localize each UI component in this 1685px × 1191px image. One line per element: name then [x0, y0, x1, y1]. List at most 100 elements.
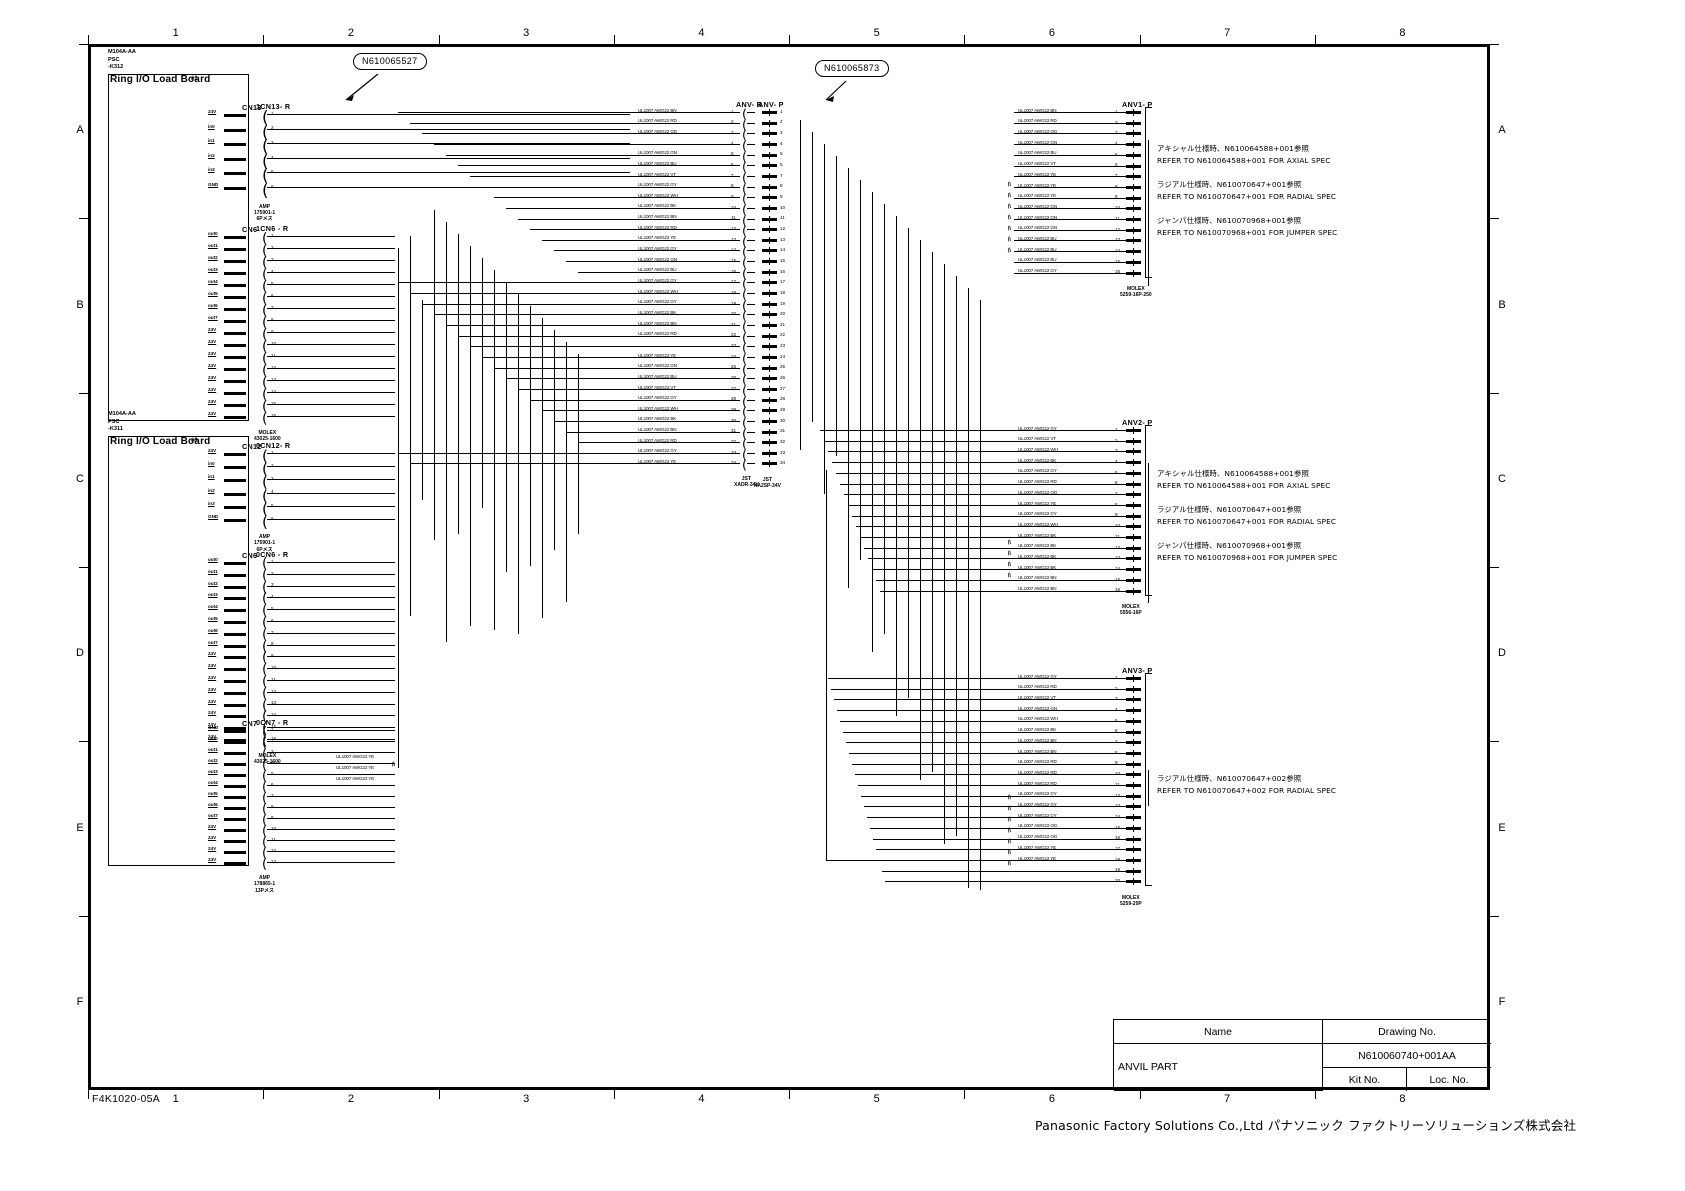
cn12-pad-label: GND [208, 514, 219, 519]
wire-segment [275, 730, 395, 731]
wire-segment [831, 688, 1126, 690]
h-0cn6-pin-number: 2 [271, 571, 274, 576]
wire-segment [434, 314, 740, 316]
h-0cn6-pin-number: 10 [271, 665, 276, 670]
cn6-b0-pad-label: out5 [208, 616, 218, 621]
wire-segment [747, 122, 755, 124]
board1-title: Ring I/O Load Board [110, 74, 211, 85]
wire-segment [1133, 226, 1134, 234]
wire-segment [968, 288, 969, 888]
h-0cn7-socket: ( [262, 769, 268, 784]
cn12-pad-label: in1 [208, 474, 215, 480]
anv1-p-wire-label: UL1007 AWG22 YE [1018, 193, 1057, 199]
anv-r-wire-label: UL1007 AWG22 GY [638, 299, 677, 305]
zone-letter-E-left: E [76, 821, 84, 834]
wire-segment [267, 466, 275, 468]
anv-r-wire-label: UL1007 AWG22 VT [638, 171, 676, 177]
h-0cn6-pin-number: 8 [271, 641, 274, 646]
wire-segment [824, 144, 825, 494]
wire-segment [747, 250, 755, 252]
wire-segment [1014, 112, 1126, 113]
anv-r-wire-label: UL1007 AWG22 GY [638, 182, 677, 188]
anv3-note-divider [1148, 770, 1149, 806]
wire-segment [747, 463, 755, 465]
anv-r-pin-number: 22 [731, 332, 736, 337]
wire-segment [554, 330, 555, 550]
anv-p-pin-number: 2 [780, 119, 783, 125]
h-0cn7-socket: ( [262, 813, 268, 828]
cn6-b0-pad [224, 739, 246, 742]
h-1cn6-pin-number: 5 [271, 281, 274, 286]
zone-tick [79, 218, 88, 220]
wire-segment [267, 453, 275, 454]
anv-r-wire-label: UL1007 AWG22 BU [638, 267, 677, 273]
wire-segment [1014, 133, 1126, 135]
wire-segment [1133, 173, 1134, 181]
cn6-b0-pad [224, 656, 246, 660]
zone-number-3-top: 3 [523, 27, 530, 39]
wire-segment [275, 368, 395, 369]
anv3-p-wire-label: UL1007 AWG22 GY [1018, 791, 1057, 797]
anv1-p-type: MOLEX 5259-16P-250 [1120, 286, 1152, 299]
anv1-p-wire-label: UL1007 AWG22 VT [1018, 161, 1056, 167]
board0-outline [108, 436, 249, 866]
wire-segment [896, 216, 897, 716]
h-0cn6-pin-number: 15 [271, 724, 276, 729]
anv-r-wire-label: UL1007 AWG22 WH [638, 288, 678, 294]
wire-segment [275, 656, 395, 658]
anv-p-pin-number: 13 [780, 236, 786, 242]
anv3-p-pin-number: 20 [1115, 878, 1120, 883]
cn6-b0-pad [224, 573, 246, 577]
cn6-b0-pad-label: out7 [208, 639, 218, 645]
anv2-p-pin-number: 7 [1115, 491, 1118, 496]
anv-r-wire-label: UL1007 AWG22 RD [638, 331, 677, 337]
wire-segment [769, 226, 770, 234]
h-1cn13-pin-number: 2 [271, 125, 274, 130]
anv3-notes: ラジアル仕様時、N610070647+002参照 REFER TO N61007… [1157, 774, 1337, 795]
wire-segment [275, 172, 630, 174]
anv2-p-pin-number: 10 [1115, 523, 1120, 528]
anv-r-pin-number: 20 [731, 311, 736, 316]
cn6-b0-pad [224, 609, 246, 613]
wire-segment [769, 258, 770, 266]
wire-segment [872, 569, 1126, 571]
wire-segment [267, 597, 275, 599]
wire-segment [275, 332, 395, 333]
board1-reference: M104A-AA PSC -K312 [108, 49, 136, 71]
wire-segment [1014, 251, 1126, 253]
wire-segment [275, 296, 395, 297]
anv3-p-pin-number: 8 [1115, 750, 1118, 755]
wire-segment [275, 453, 395, 454]
anv-p-pin-number: 28 [780, 396, 786, 402]
wire-segment [275, 668, 395, 670]
cn7-wire-label: UL1007 AWG22 YE [336, 776, 375, 781]
anv-r-wire-label: UL1007 AWG22 GY [638, 278, 677, 283]
anv-r-socket: ( [742, 255, 747, 271]
anv-p-pin-number: 11 [780, 215, 785, 221]
h-0cn6-pin-number: 9 [271, 653, 274, 658]
h-0cn12-socket: ( [262, 460, 268, 479]
anv1-p-wire-label: UL1007 AWG22 OG [1018, 129, 1058, 134]
anv3-p-pin-number: 15 [1115, 825, 1120, 830]
wire-segment [769, 183, 770, 191]
anv-r-socket: ( [742, 319, 747, 334]
cn6-b1-pad-label: out5 [208, 291, 218, 296]
wire-segment [836, 472, 1126, 474]
wire-segment [826, 860, 1016, 861]
cn6-b0-pad [224, 715, 246, 719]
cn6-b1-pad [224, 356, 246, 359]
anv2-p-pin-number: 1 [1115, 427, 1118, 432]
cn6-b1-pad [224, 380, 246, 383]
cn6-b1-pad-label: 24V [208, 375, 217, 380]
wire-segment [267, 763, 275, 764]
wire-segment [1014, 208, 1126, 210]
board1-suffix: #1 [191, 76, 198, 82]
cn13-pad-label: in1 [208, 138, 215, 144]
cn13-pad [224, 143, 246, 147]
cn6-b0-pad-label: out2 [208, 580, 218, 586]
anv-p-pin-number: 24 [780, 353, 786, 359]
anv-r-socket: ( [742, 414, 747, 430]
zone-tick [1490, 392, 1499, 394]
cn6-b0-pad-label: out3 [208, 592, 218, 598]
wire-segment [1133, 728, 1134, 736]
